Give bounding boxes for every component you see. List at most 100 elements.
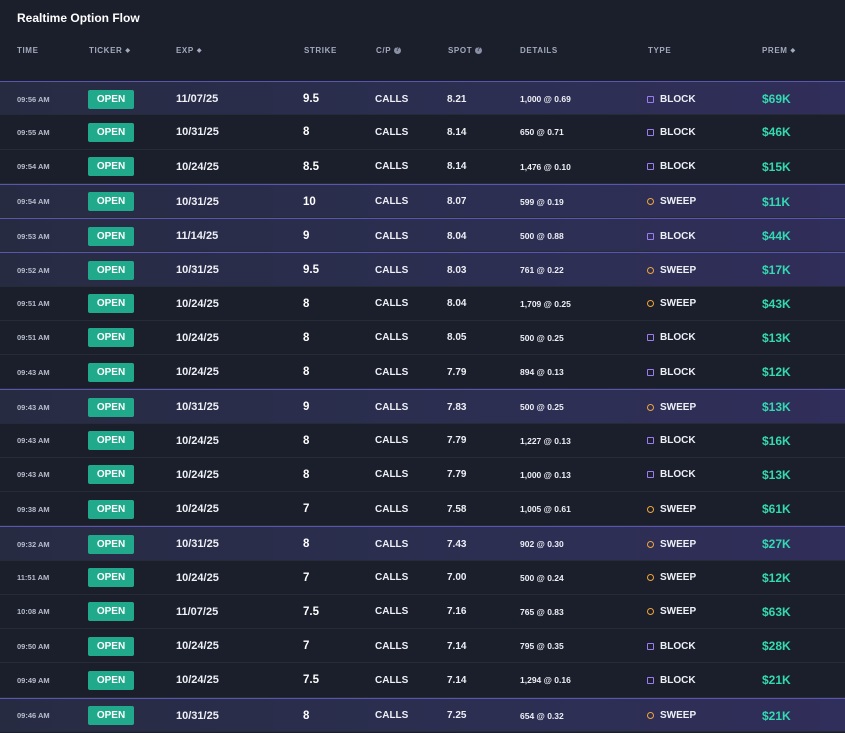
column-header-ticker[interactable]: TICKER ◆ (89, 46, 131, 55)
table-row[interactable]: 09:51 AM OPEN 10/24/25 8 CALLS 8.05 500 @ 0.25… (0, 321, 845, 355)
type-label: BLOCK (660, 230, 696, 242)
cp-cell: CALLS (375, 538, 409, 550)
spot-cell: 8.14 (447, 161, 467, 172)
open-badge[interactable]: OPEN (88, 602, 134, 622)
table-row[interactable]: 09:43 AM OPEN 10/24/25 8 CALLS 7.79 1,000 @ 0.… (0, 458, 845, 492)
column-header-time: TIME (17, 46, 39, 55)
time-cell: 09:38 AM (17, 504, 50, 514)
column-header-prem[interactable]: PREM ◆ (762, 46, 796, 55)
open-badge[interactable]: OPEN (88, 568, 134, 587)
square-icon (647, 471, 654, 479)
table-row[interactable]: 09:43 AM OPEN 10/24/25 8 CALLS 7.79 1,227 @ 0.… (0, 424, 845, 458)
column-header-type: TYPE (648, 46, 671, 55)
table-row[interactable]: 10:08 AM OPEN 11/07/25 7.5 CALLS 7.16 765 @ 0.… (0, 595, 845, 629)
open-badge[interactable]: OPEN (88, 706, 134, 725)
open-badge[interactable]: OPEN (88, 226, 134, 246)
question-icon[interactable]: ? (394, 47, 402, 54)
square-icon (647, 368, 654, 376)
details-cell: 1,294 @ 0.16 (520, 675, 571, 686)
open-badge[interactable]: OPEN (88, 465, 134, 485)
square-icon (647, 334, 654, 342)
type-label: SWEEP (660, 196, 697, 208)
open-badge[interactable]: OPEN (88, 636, 134, 656)
table-row[interactable]: 09:54 AM OPEN 10/31/25 10 CALLS 8.07 599 @ 0.1… (0, 183, 845, 218)
table-row[interactable]: 09:51 AM OPEN 10/24/25 8 CALLS 8.04 1,709 @ 0.… (0, 287, 845, 321)
ticker-cell: OPEN (88, 424, 134, 458)
strike-cell: 7.5 (303, 605, 319, 618)
spot-cell: 7.79 (447, 366, 467, 378)
table-row[interactable]: 09:43 AM OPEN 10/31/25 9 CALLS 7.83 500 @ 0.25… (0, 389, 845, 424)
exp-cell: 10/31/25 (176, 126, 219, 139)
table-row[interactable]: 09:53 AM OPEN 11/14/25 9 CALLS 8.04 500 @ 0.88… (0, 218, 845, 253)
open-badge[interactable]: OPEN (88, 328, 134, 348)
open-badge[interactable]: OPEN (88, 157, 134, 176)
details-cell: 1,227 @ 0.13 (520, 435, 571, 446)
table-row[interactable]: 09:50 AM OPEN 10/24/25 7 CALLS 7.14 795 @ 0.35… (0, 629, 845, 664)
type-cell: BLOCK (647, 321, 696, 355)
strike-cell: 8 (303, 468, 310, 481)
exp-cell: 10/31/25 (176, 538, 219, 551)
details-cell: 500 @ 0.25 (520, 402, 564, 413)
table-row[interactable]: 09:54 AM OPEN 10/24/25 8.5 CALLS 8.14 1,476 @ … (0, 150, 845, 184)
table-row[interactable]: 09:56 AM OPEN 11/07/25 9.5 CALLS 8.21 1,000 @ … (0, 81, 845, 116)
table-row[interactable]: 09:46 AM OPEN 10/31/25 8 CALLS 7.25 654 @ 0.32… (0, 697, 845, 733)
type-label: SWEEP (660, 401, 697, 413)
table-row[interactable]: 09:49 AM OPEN 10/24/25 7.5 CALLS 7.14 1,294 @ … (0, 663, 845, 698)
open-badge[interactable]: OPEN (88, 431, 134, 450)
type-cell: BLOCK (647, 663, 696, 697)
table-row[interactable]: 09:43 AM OPEN 10/24/25 8 CALLS 7.79 894 @ 0.13… (0, 355, 845, 390)
circle-icon (647, 300, 654, 307)
table-row[interactable]: 09:55 AM OPEN 10/31/25 8 CALLS 8.14 650 @ 0.71… (0, 115, 845, 150)
strike-cell: 8 (303, 126, 310, 139)
open-badge[interactable]: OPEN (88, 362, 134, 382)
premium-cell: $13K (762, 330, 791, 345)
table-row[interactable]: 11:51 AM OPEN 10/24/25 7 CALLS 7.00 500 @ 0.24… (0, 561, 845, 595)
table-row[interactable]: 09:38 AM OPEN 10/24/25 7 CALLS 7.58 1,005 @ 0.… (0, 492, 845, 527)
open-badge[interactable]: OPEN (88, 397, 134, 417)
type-cell: SWEEP (647, 253, 696, 287)
time-cell: 09:43 AM (17, 436, 50, 445)
open-badge[interactable]: OPEN (88, 89, 134, 109)
table-row[interactable]: 09:52 AM OPEN 10/31/25 9.5 CALLS 8.03 761 @ 0.… (0, 252, 845, 287)
premium-cell: $69K (762, 92, 791, 106)
ticker-cell: OPEN (88, 527, 134, 561)
exp-cell: 11/07/25 (176, 605, 219, 618)
type-label: BLOCK (660, 469, 696, 481)
time-cell: 09:51 AM (17, 333, 50, 343)
open-badge[interactable]: OPEN (88, 260, 134, 280)
type-cell: SWEEP (647, 561, 696, 595)
sort-icon[interactable]: ◆ (125, 48, 131, 54)
time-cell: 09:32 AM (17, 539, 50, 549)
strike-cell: 7.5 (303, 674, 319, 687)
type-label: BLOCK (660, 640, 696, 652)
type-cell: SWEEP (647, 699, 696, 733)
premium-cell: $46K (762, 125, 791, 140)
table-row[interactable]: 09:32 AM OPEN 10/31/25 8 CALLS 7.43 902 @ 0.30… (0, 526, 845, 561)
type-label: SWEEP (660, 572, 697, 583)
cp-cell: CALLS (375, 196, 409, 208)
type-cell: BLOCK (647, 355, 696, 389)
open-badge[interactable]: OPEN (88, 534, 134, 554)
type-label: SWEEP (660, 538, 697, 550)
circle-icon (647, 266, 654, 274)
column-header-exp[interactable]: EXP ◆ (176, 46, 202, 55)
details-cell: 599 @ 0.19 (520, 196, 564, 207)
cp-cell: CALLS (375, 298, 409, 309)
question-icon[interactable]: ? (475, 47, 483, 54)
spot-cell: 7.14 (447, 674, 467, 686)
open-badge[interactable]: OPEN (88, 499, 134, 519)
open-badge[interactable]: OPEN (88, 192, 134, 212)
open-badge[interactable]: OPEN (88, 294, 134, 313)
premium-cell: $12K (762, 365, 791, 379)
ticker-cell: OPEN (88, 219, 134, 253)
open-badge[interactable]: OPEN (88, 122, 134, 142)
sort-icon[interactable]: ◆ (196, 48, 203, 54)
type-label: BLOCK (660, 435, 696, 446)
open-badge[interactable]: OPEN (88, 670, 134, 690)
type-cell: SWEEP (647, 527, 696, 561)
premium-cell: $12K (762, 570, 791, 585)
sort-icon[interactable]: ◆ (790, 48, 796, 54)
spot-cell: 7.79 (447, 469, 467, 481)
spot-cell: 7.79 (447, 435, 467, 446)
